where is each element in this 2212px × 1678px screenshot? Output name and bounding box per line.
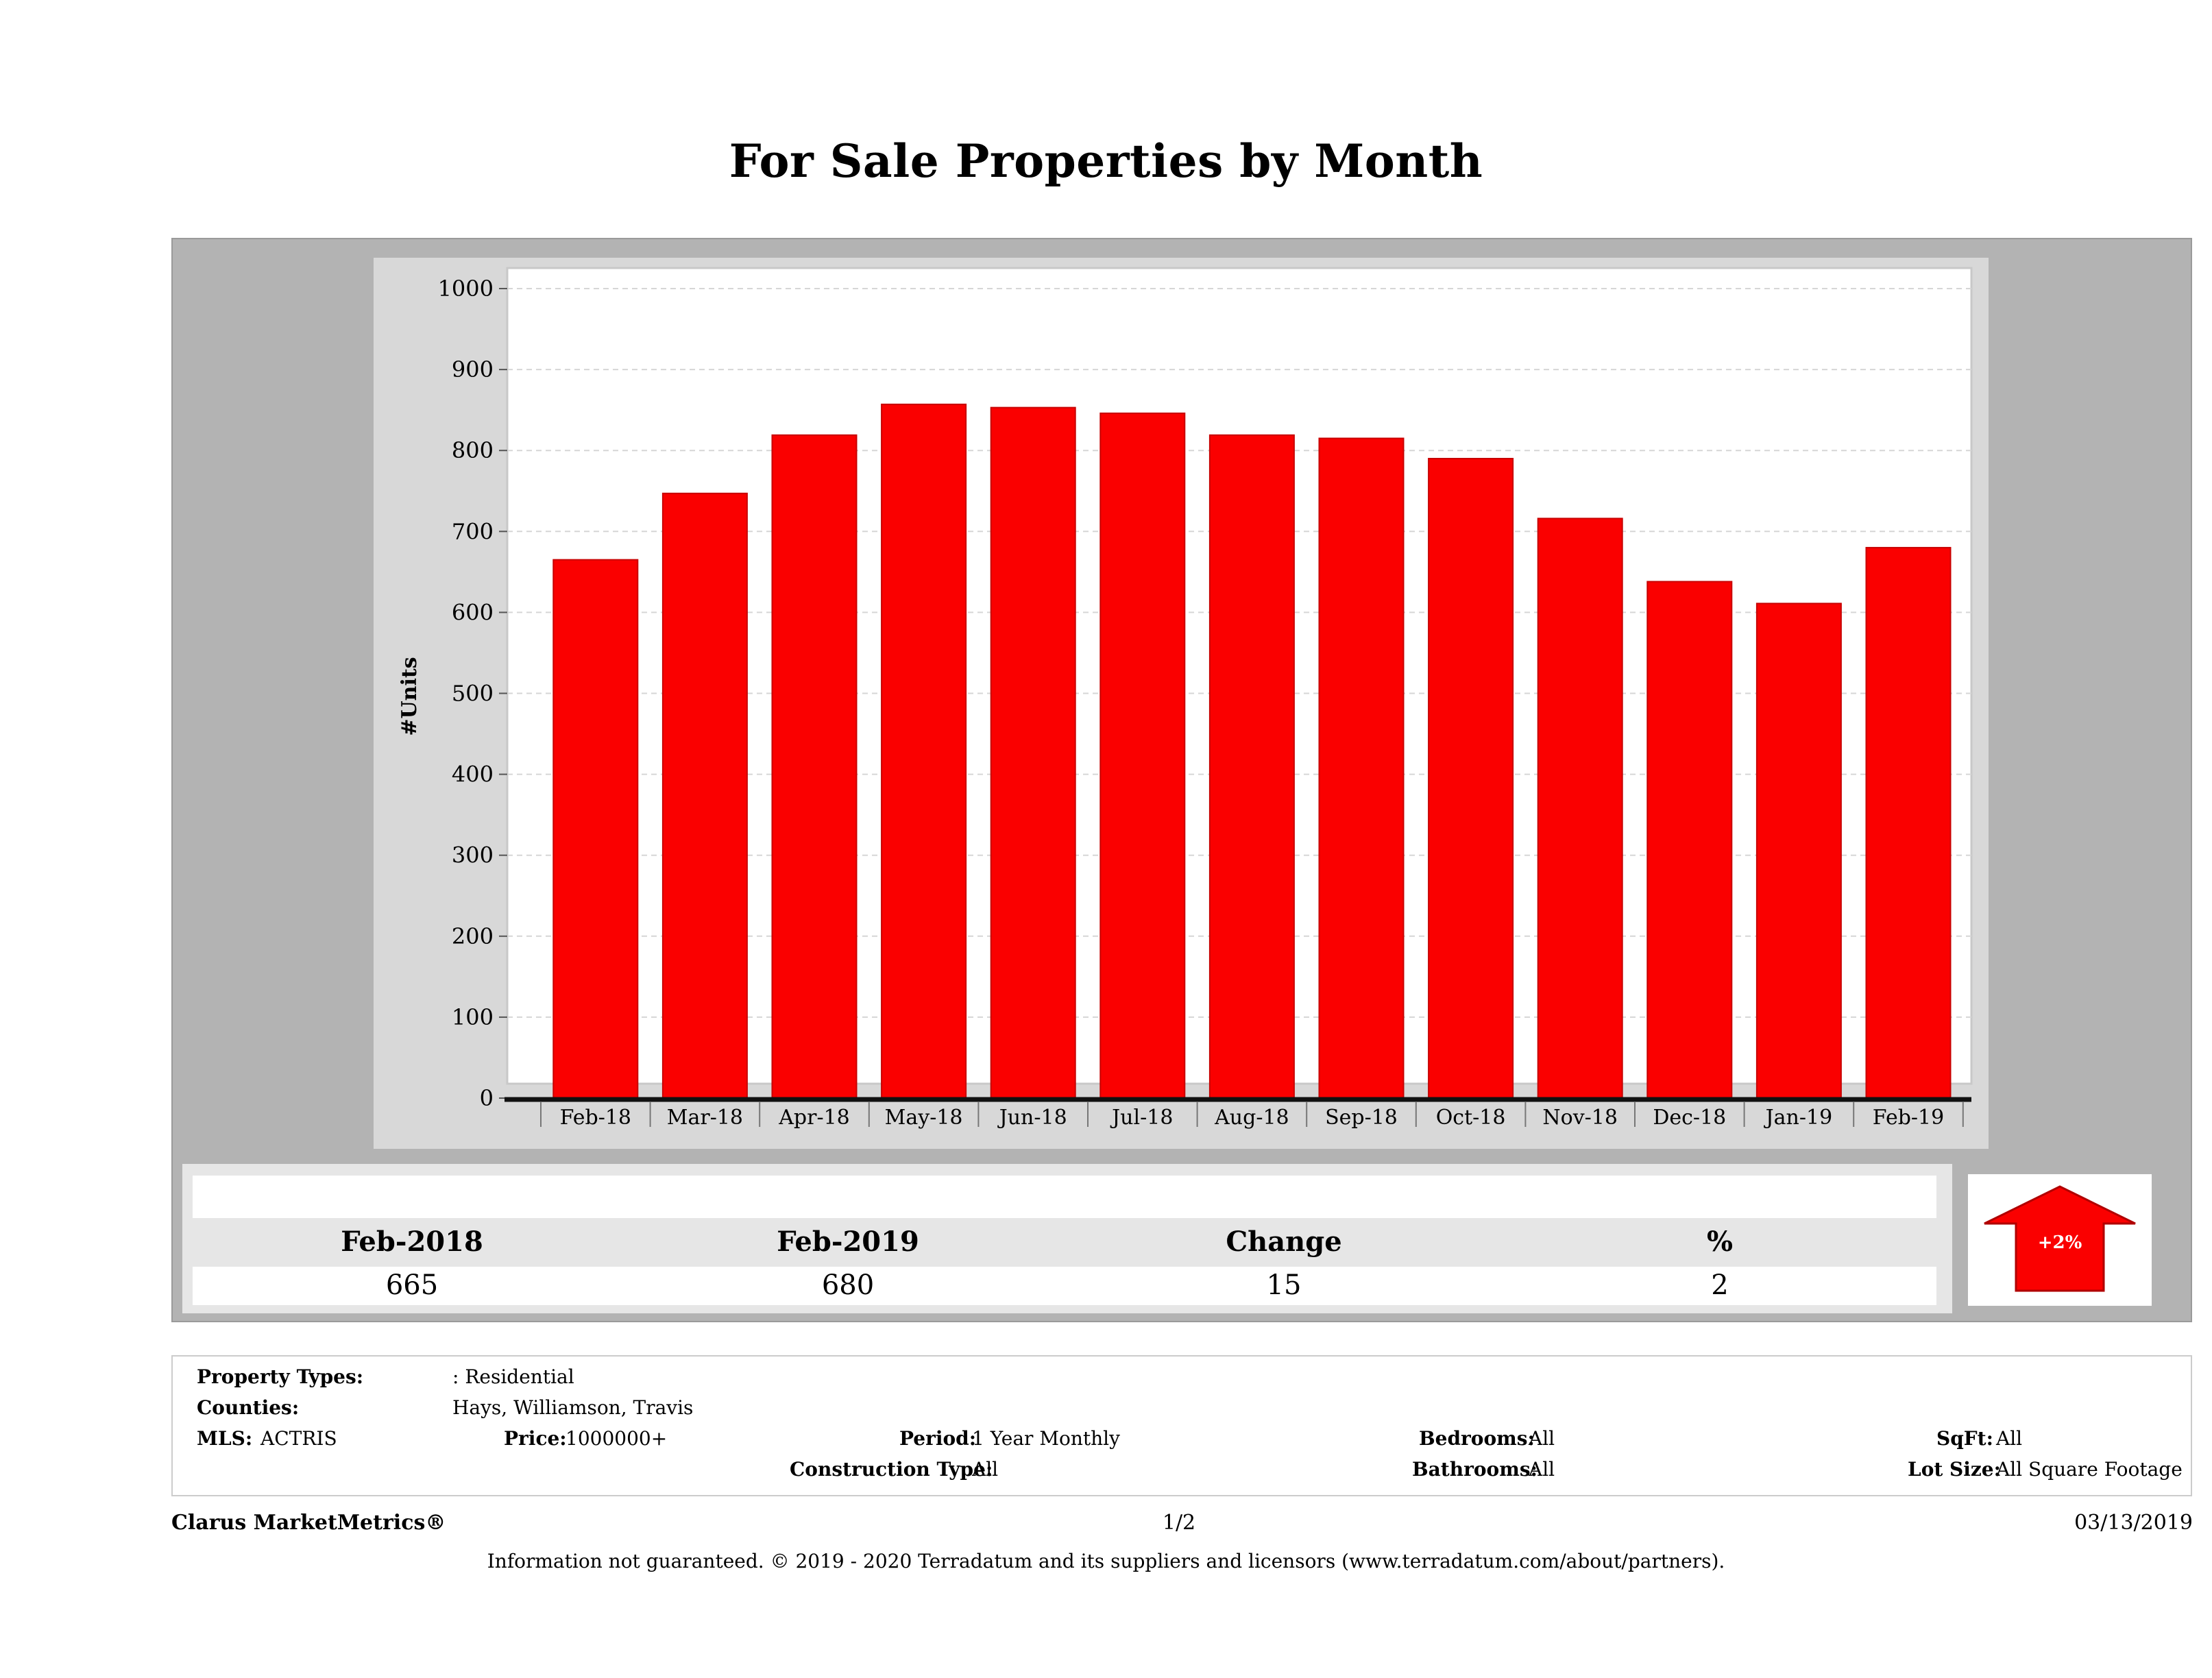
y-tick-label: 1000 xyxy=(438,276,494,302)
change-indicator: +2% xyxy=(1968,1174,2152,1306)
x-tick-label: Dec-18 xyxy=(1653,1106,1726,1130)
disclaimer: Information not guaranteed. © 2019 - 202… xyxy=(487,1550,1725,1572)
brand-name: Clarus MarketMetrics® xyxy=(171,1511,446,1535)
bar-jan-19 xyxy=(1755,603,1842,1099)
summary-value-percent: 2 xyxy=(1711,1269,1729,1301)
y-tick-label: 100 xyxy=(452,1004,494,1030)
x-tick-label: Jun-18 xyxy=(997,1106,1067,1130)
x-tick-label: Feb-18 xyxy=(560,1106,631,1130)
y-axis: 0 100 200 300 400 500 600 700 800 900 1000 xyxy=(438,276,507,1111)
summary-value-feb-2019: 680 xyxy=(821,1269,875,1301)
x-tick-label: Nov-18 xyxy=(1542,1106,1618,1130)
x-tick-label: Jan-19 xyxy=(1764,1106,1833,1130)
bar-aug-18 xyxy=(1208,434,1295,1099)
x-tick-label: Aug-18 xyxy=(1214,1106,1289,1130)
summary-value-change: 15 xyxy=(1266,1269,1302,1301)
lot-size-value: All Square Footage xyxy=(1996,1458,2183,1481)
report-date: 03/13/2019 xyxy=(2074,1511,2193,1535)
summary-header-feb-2019: Feb-2019 xyxy=(777,1226,919,1258)
y-tick-label: 500 xyxy=(452,681,494,707)
summary-header-percent: % xyxy=(1706,1226,1733,1258)
bathrooms-value: All xyxy=(1529,1458,1555,1481)
counties-value: Hays, Williamson, Travis xyxy=(452,1396,694,1419)
bar-chart: 0 100 200 300 400 500 600 700 800 900 1000 Feb-18 M… xyxy=(398,267,1973,1130)
y-tick-label: 700 xyxy=(452,518,494,544)
period-value: 1 Year Monthly xyxy=(972,1427,1120,1450)
criteria-box xyxy=(171,1355,2192,1496)
mls-value: ACTRIS xyxy=(260,1427,337,1450)
summary-header-feb-2018: Feb-2018 xyxy=(341,1226,483,1258)
x-tick-label: Feb-19 xyxy=(1873,1106,1944,1130)
x-tick-label: Oct-18 xyxy=(1436,1106,1506,1130)
bedrooms-value: All xyxy=(1529,1427,1555,1450)
bathrooms-label: Bathrooms: xyxy=(1412,1458,1538,1481)
bedrooms-label: Bedrooms: xyxy=(1419,1427,1535,1450)
bar-oct-18 xyxy=(1428,458,1514,1099)
y-tick-label: 900 xyxy=(452,356,494,382)
price-value: 1000000+ xyxy=(566,1427,668,1450)
period-label: Period: xyxy=(899,1427,977,1450)
x-axis: Feb-18 Mar-18 Apr-18 May-18 Jun-18 Jul-18 Aug-… xyxy=(505,1097,1971,1130)
change-percent-label: +2% xyxy=(2038,1232,2082,1253)
sqft-value: All xyxy=(1996,1427,2023,1450)
lot-size-label: Lot Size: xyxy=(1908,1458,2001,1481)
property-types-label: Property Types: xyxy=(197,1365,364,1388)
y-axis-label: #Units xyxy=(398,657,422,735)
bar-apr-18 xyxy=(771,434,858,1099)
bar-feb-19 xyxy=(1865,546,1952,1099)
bars xyxy=(552,403,1952,1099)
page-number: 1/2 xyxy=(1162,1511,1196,1535)
sqft-label: SqFt: xyxy=(1936,1427,1993,1450)
y-tick-label: 300 xyxy=(452,842,494,868)
y-tick-label: 600 xyxy=(452,599,494,625)
y-tick-label: 200 xyxy=(452,923,494,949)
bar-mar-18 xyxy=(661,492,748,1099)
summary-value-feb-2018: 665 xyxy=(385,1269,439,1301)
x-tick-label: Apr-18 xyxy=(778,1106,850,1130)
counties-label: Counties: xyxy=(197,1396,300,1419)
bar-nov-18 xyxy=(1537,518,1623,1099)
summary-top-row xyxy=(193,1176,1936,1218)
construction-type-value: All xyxy=(972,1458,999,1481)
summary-value-row xyxy=(193,1267,1936,1305)
bar-sep-18 xyxy=(1318,437,1405,1099)
x-tick-label: Jul-18 xyxy=(1110,1106,1173,1130)
bar-feb-18 xyxy=(552,559,639,1099)
bar-jul-18 xyxy=(1099,412,1186,1099)
property-types-value: : Residential xyxy=(452,1365,574,1388)
price-label: Price: xyxy=(504,1427,567,1450)
x-tick-label: Sep-18 xyxy=(1325,1106,1398,1130)
summary-header-change: Change xyxy=(1226,1226,1342,1258)
x-tick-label: May-18 xyxy=(885,1106,963,1130)
bar-jun-18 xyxy=(990,406,1076,1099)
y-tick-label: 800 xyxy=(452,437,494,463)
mls-label: MLS: xyxy=(197,1427,253,1450)
y-tick-label: 0 xyxy=(480,1085,494,1111)
up-arrow-icon: +2% xyxy=(1984,1185,2136,1292)
construction-type-label: Construction Type: xyxy=(790,1458,993,1481)
x-tick-label: Mar-18 xyxy=(667,1106,743,1130)
bar-dec-18 xyxy=(1646,581,1733,1099)
chart-title: For Sale Properties by Month xyxy=(729,134,1483,188)
bar-may-18 xyxy=(881,403,967,1099)
y-tick-label: 400 xyxy=(452,762,494,788)
